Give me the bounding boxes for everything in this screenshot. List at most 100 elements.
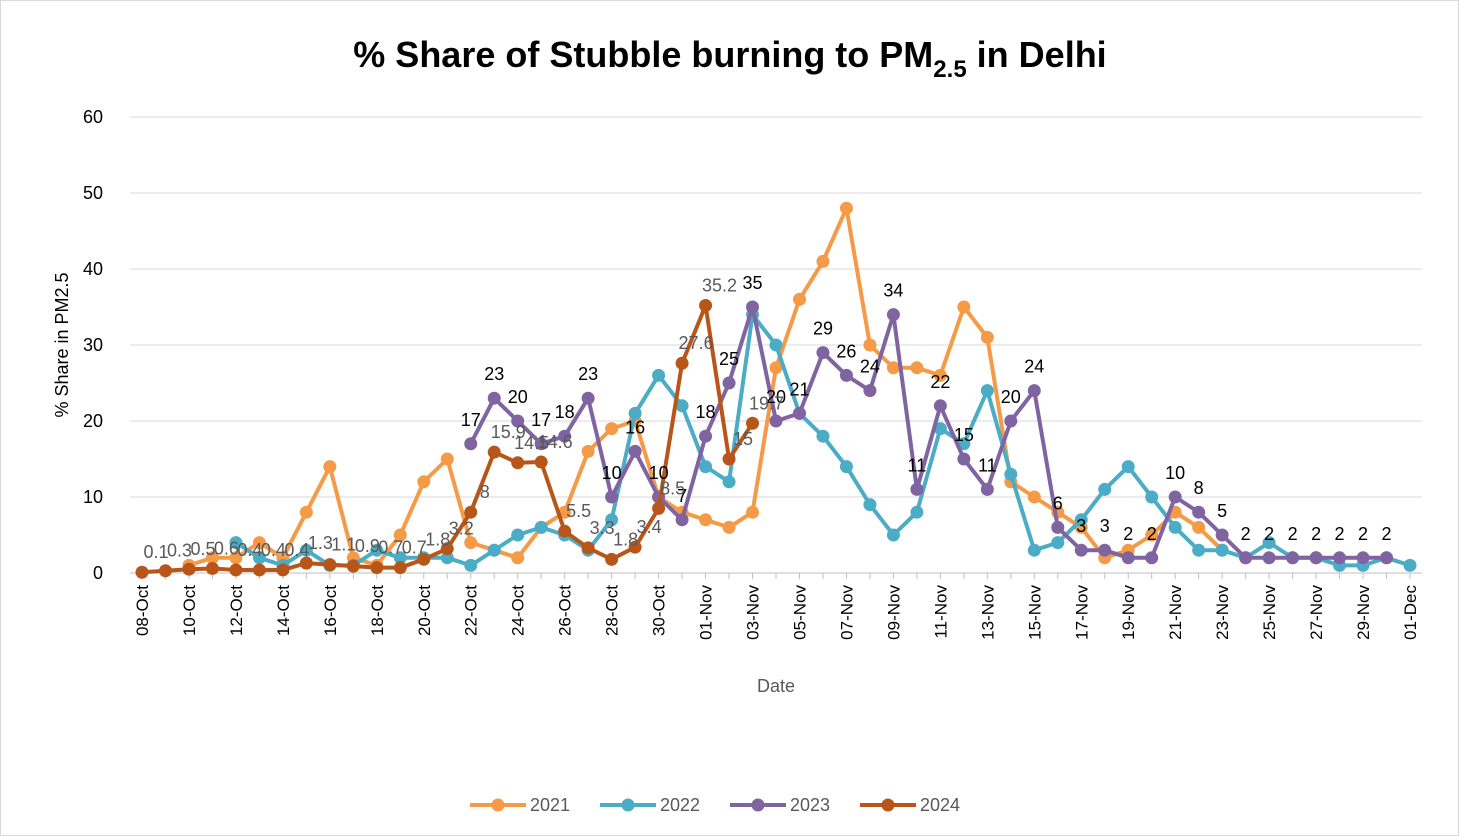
title-subscript: 2.5 [933, 56, 966, 83]
data-point [1380, 551, 1394, 565]
legend-label: 2021 [530, 795, 570, 815]
data-point [1192, 505, 1206, 519]
data-point [910, 361, 924, 375]
x-tick-label: 05-Nov [790, 585, 809, 640]
data-point [158, 564, 172, 578]
data-point [1262, 536, 1276, 550]
data-label: 14.6 [538, 432, 573, 452]
y-tick-label: 20 [83, 411, 103, 431]
x-tick-label: 19-Nov [1119, 585, 1138, 640]
data-label: 8.5 [660, 478, 685, 498]
data-label: 7 [677, 486, 687, 506]
data-label: 11 [908, 455, 927, 475]
data-label: 18 [696, 402, 716, 422]
data-point [980, 482, 994, 496]
data-point [1051, 520, 1065, 534]
data-point [229, 563, 243, 577]
data-label: 15 [733, 429, 753, 449]
data-label: 2 [1264, 524, 1274, 544]
data-label: 20 [508, 387, 528, 407]
data-point [534, 437, 548, 451]
data-point [487, 391, 501, 405]
y-tick-label: 60 [83, 107, 103, 127]
data-label: 0.4 [261, 540, 286, 560]
data-point [1262, 551, 1276, 565]
data-point [1145, 490, 1159, 504]
data-label: 20 [766, 387, 786, 407]
data-point [769, 338, 783, 352]
data-label: 16 [625, 417, 645, 437]
data-label: 24 [860, 357, 880, 377]
data-point [464, 536, 478, 550]
data-point [628, 540, 642, 554]
data-point [1215, 528, 1229, 542]
data-point [1074, 513, 1088, 527]
data-label: 0.3 [167, 541, 192, 561]
data-point [628, 444, 642, 458]
data-point [839, 201, 853, 215]
data-point [299, 543, 313, 557]
data-point [417, 552, 431, 566]
x-tick-label: 17-Nov [1072, 585, 1091, 640]
data-point [487, 445, 501, 459]
data-point [1098, 482, 1112, 496]
data-label: 2 [1147, 524, 1157, 544]
data-point [699, 460, 713, 474]
x-tick-label: 03-Nov [744, 585, 763, 640]
data-point [1403, 558, 1417, 572]
data-point [1356, 551, 1370, 565]
data-point [816, 346, 830, 360]
data-point [863, 498, 877, 512]
x-tick-label: 21-Nov [1166, 585, 1185, 640]
x-tick-label: 24-Oct [509, 585, 528, 636]
data-label: 2 [1123, 524, 1133, 544]
chart-title: % Share of Stubble burning to PM2.5 in D… [353, 34, 1106, 83]
data-label: 17 [461, 410, 481, 430]
series-line [468, 305, 1387, 560]
data-point [863, 384, 877, 398]
data-label: 8 [480, 482, 490, 502]
data-label: 17 [531, 410, 551, 430]
data-label: 3 [1076, 516, 1086, 536]
data-label: 0.7 [402, 538, 427, 558]
data-point [229, 551, 243, 565]
data-label: 2 [1382, 524, 1392, 544]
x-tick-label: 16-Oct [321, 585, 340, 636]
data-point [628, 406, 642, 420]
data-point [276, 563, 290, 577]
data-point [980, 384, 994, 398]
data-point [370, 561, 384, 575]
data-point [1145, 528, 1159, 542]
data-point [252, 563, 266, 577]
x-tick-label: 07-Nov [837, 585, 856, 640]
data-point [135, 565, 149, 579]
data-point [581, 444, 595, 458]
data-point [182, 562, 196, 576]
x-tick-label: 14-Oct [274, 585, 293, 636]
data-label: 23 [484, 364, 504, 384]
data-label: 0.4 [237, 540, 262, 560]
data-label: 14.5 [514, 433, 549, 453]
data-point [957, 300, 971, 314]
legend-marker [881, 798, 895, 812]
x-axis-label: Date [757, 676, 795, 696]
legend-label: 2024 [920, 795, 960, 815]
data-label: 29 [813, 319, 833, 339]
data-point [675, 356, 689, 370]
data-label: 0.5 [190, 539, 215, 559]
data-point [511, 414, 525, 428]
x-tick-label: 23-Nov [1213, 585, 1232, 640]
data-label: 2 [1311, 524, 1321, 544]
data-label: 0.9 [355, 536, 380, 556]
data-label: 11 [978, 455, 997, 475]
data-label: 26 [836, 341, 856, 361]
x-tick-label: 11-Nov [931, 585, 950, 639]
data-point [839, 460, 853, 474]
legend-marker [751, 798, 765, 812]
data-point [1239, 551, 1253, 565]
data-point [534, 520, 548, 534]
data-label: 1.1 [331, 535, 356, 555]
data-label: 8 [1194, 478, 1204, 498]
data-label: 3.2 [449, 519, 474, 539]
data-point [1098, 543, 1112, 557]
